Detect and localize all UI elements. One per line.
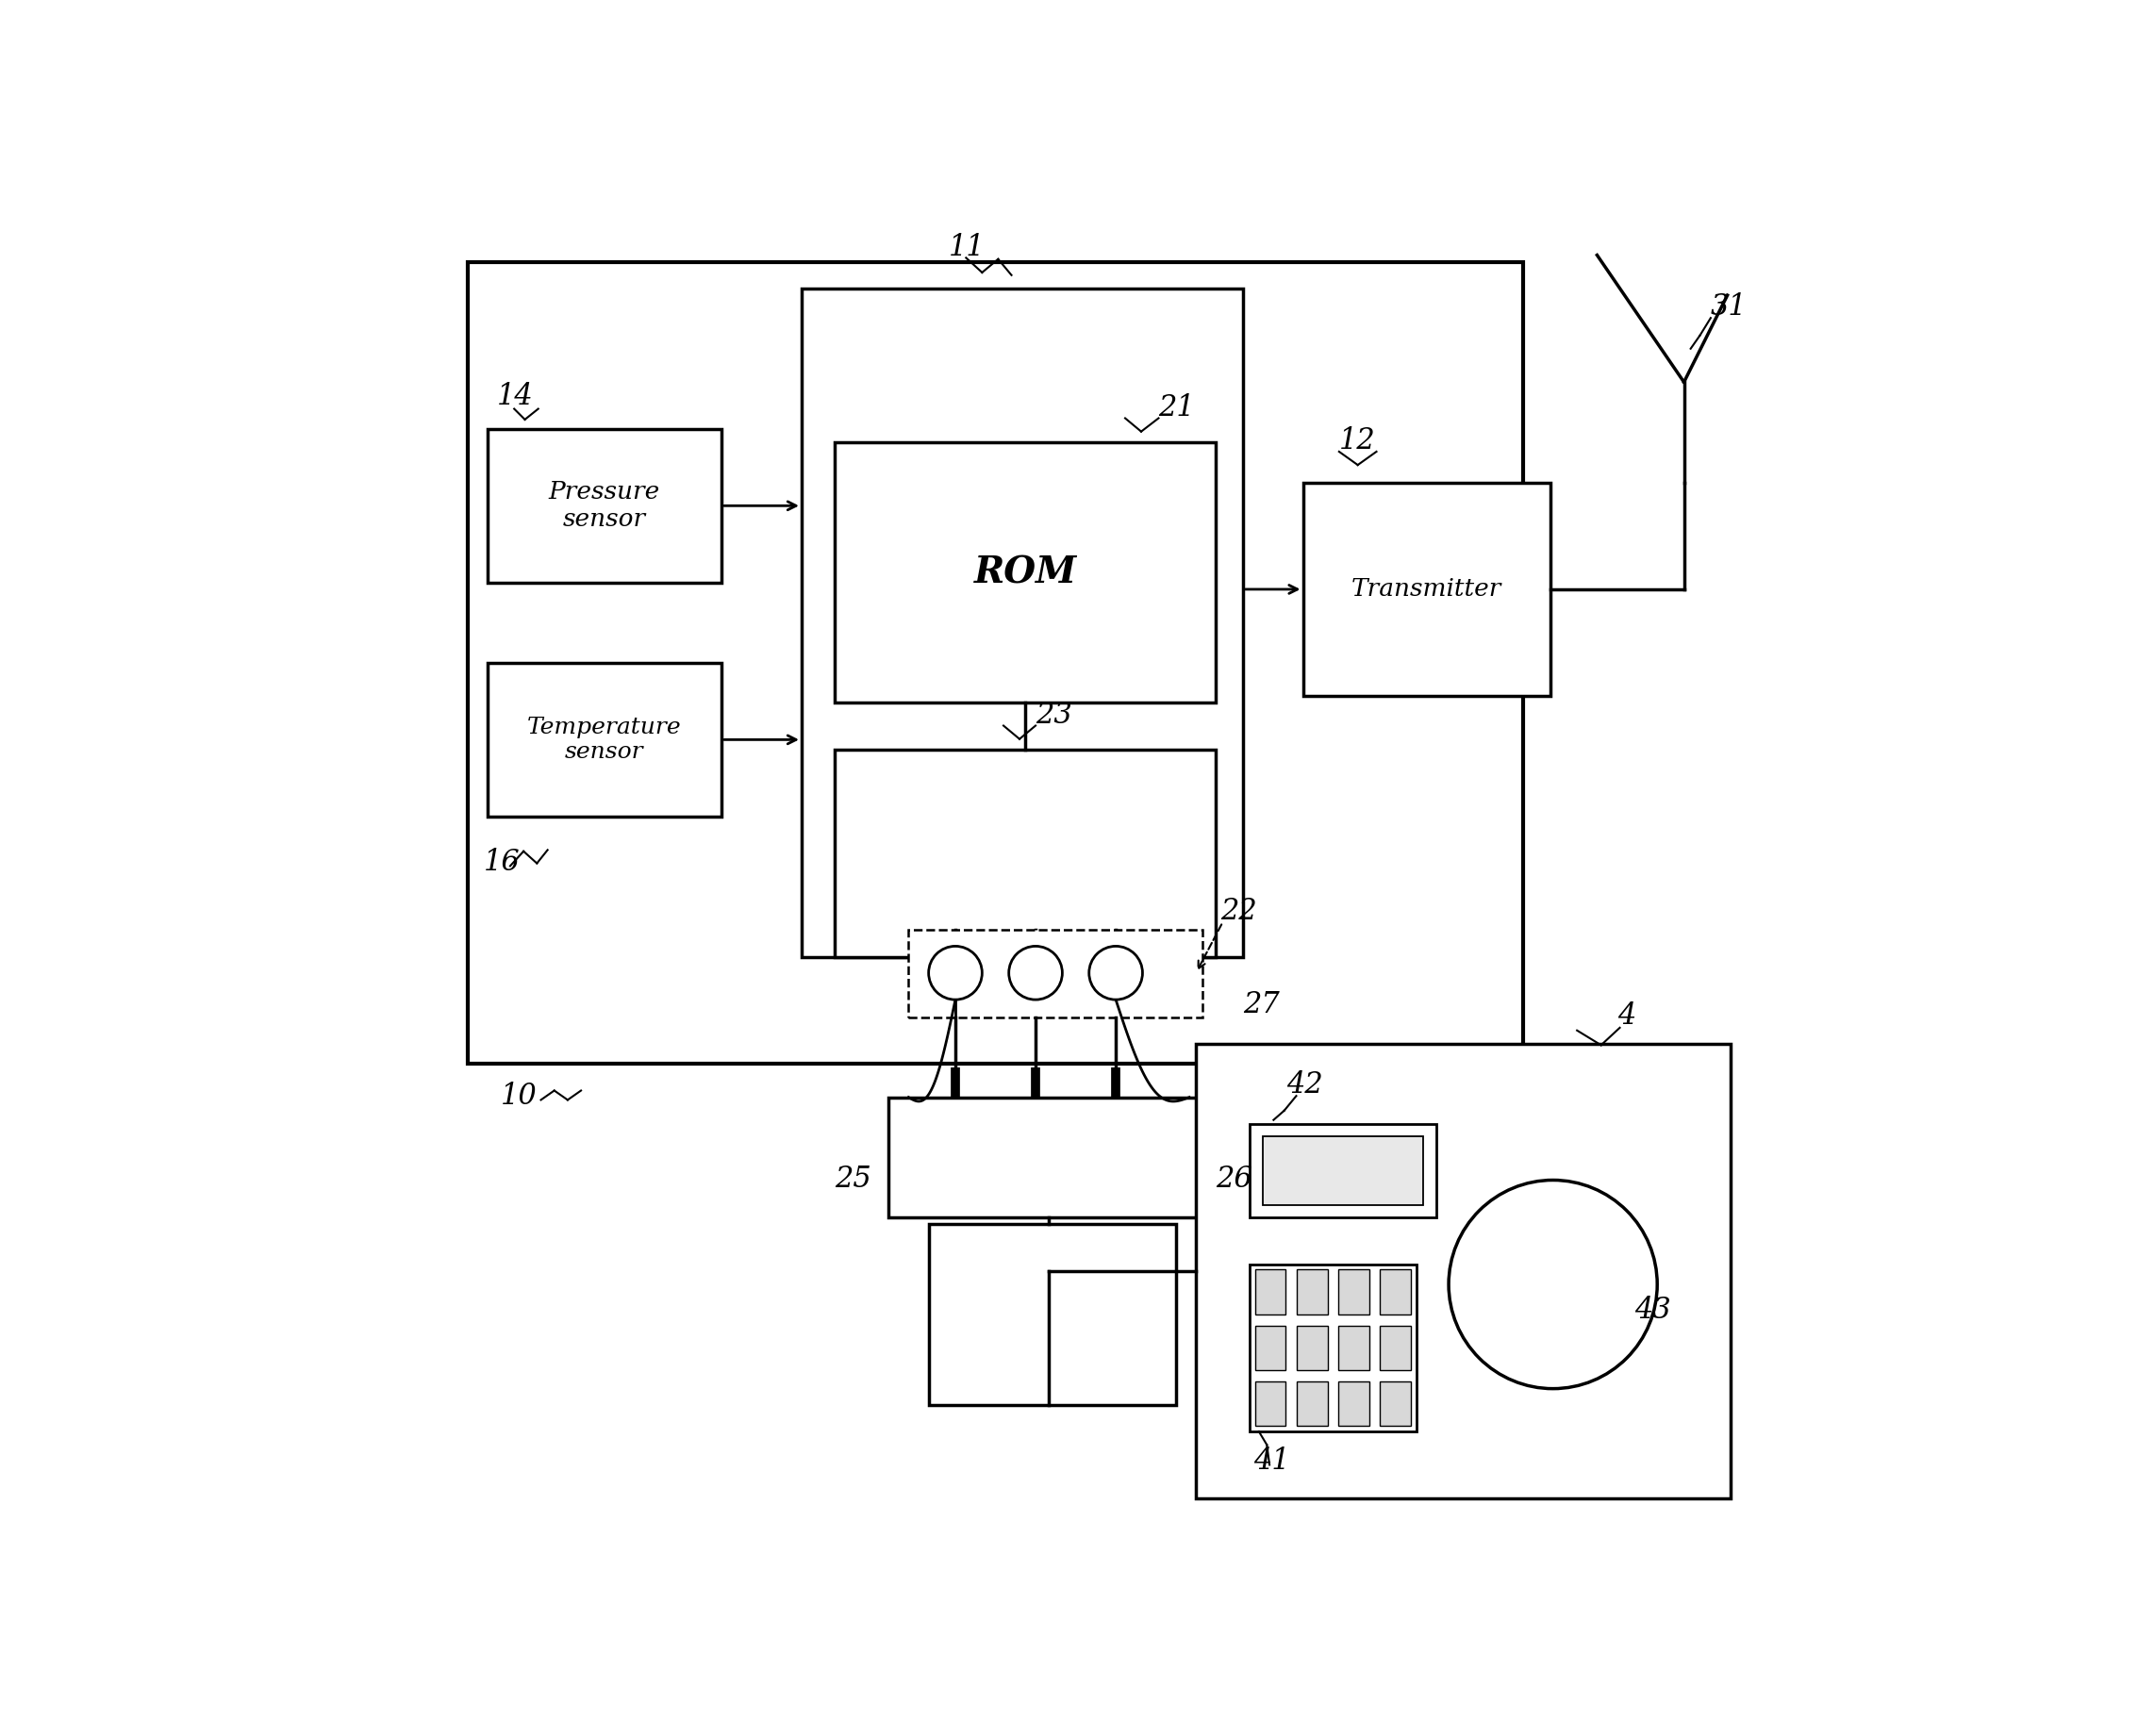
- FancyBboxPatch shape: [1255, 1325, 1285, 1370]
- FancyBboxPatch shape: [468, 262, 1524, 1064]
- FancyBboxPatch shape: [1264, 1135, 1424, 1205]
- FancyBboxPatch shape: [487, 663, 721, 816]
- FancyBboxPatch shape: [1195, 1043, 1732, 1498]
- FancyBboxPatch shape: [1296, 1269, 1328, 1314]
- Text: 42: 42: [1287, 1071, 1323, 1101]
- FancyBboxPatch shape: [889, 1097, 1210, 1217]
- Circle shape: [1009, 946, 1063, 1000]
- Text: 43: 43: [1633, 1295, 1672, 1325]
- FancyBboxPatch shape: [1255, 1382, 1285, 1425]
- FancyBboxPatch shape: [1302, 483, 1550, 696]
- FancyBboxPatch shape: [1296, 1325, 1328, 1370]
- FancyBboxPatch shape: [909, 930, 1204, 1017]
- FancyBboxPatch shape: [1338, 1382, 1370, 1425]
- Text: Pressure
sensor: Pressure sensor: [549, 481, 661, 531]
- FancyBboxPatch shape: [1381, 1325, 1411, 1370]
- FancyBboxPatch shape: [928, 1224, 1176, 1404]
- FancyBboxPatch shape: [1381, 1269, 1411, 1314]
- FancyBboxPatch shape: [1296, 1382, 1328, 1425]
- Text: 22: 22: [1221, 898, 1257, 925]
- FancyBboxPatch shape: [1255, 1269, 1285, 1314]
- Text: 27: 27: [1242, 991, 1279, 1019]
- Circle shape: [1450, 1180, 1657, 1389]
- FancyBboxPatch shape: [1381, 1382, 1411, 1425]
- Text: 23: 23: [1035, 700, 1071, 729]
- Text: 26: 26: [1217, 1165, 1253, 1193]
- Text: ROM: ROM: [975, 556, 1078, 590]
- FancyBboxPatch shape: [1249, 1264, 1417, 1432]
- Text: 21: 21: [1159, 392, 1195, 422]
- FancyBboxPatch shape: [1338, 1269, 1370, 1314]
- FancyBboxPatch shape: [1249, 1123, 1437, 1217]
- FancyBboxPatch shape: [1338, 1325, 1370, 1370]
- Text: Transmitter: Transmitter: [1351, 578, 1501, 601]
- Text: 14: 14: [496, 382, 532, 411]
- FancyBboxPatch shape: [487, 429, 721, 583]
- Text: 16: 16: [483, 847, 520, 877]
- FancyBboxPatch shape: [836, 750, 1217, 957]
- Text: 12: 12: [1338, 427, 1375, 455]
- Text: 11: 11: [949, 233, 986, 262]
- Circle shape: [928, 946, 981, 1000]
- Text: 41: 41: [1253, 1446, 1289, 1476]
- Text: 4: 4: [1616, 1002, 1636, 1031]
- Text: 10: 10: [500, 1082, 537, 1111]
- Circle shape: [1088, 946, 1142, 1000]
- Text: 25: 25: [836, 1165, 872, 1193]
- FancyBboxPatch shape: [836, 443, 1217, 703]
- FancyBboxPatch shape: [802, 288, 1242, 957]
- Text: Temperature
sensor: Temperature sensor: [528, 717, 682, 764]
- Text: 31: 31: [1710, 293, 1747, 321]
